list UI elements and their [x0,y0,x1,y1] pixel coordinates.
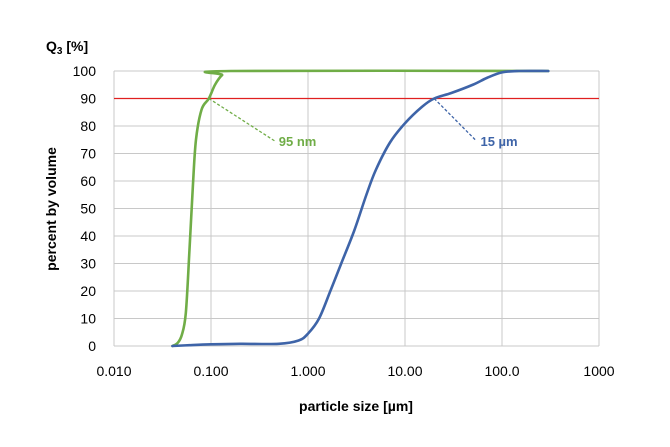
x-tick-label: 0.100 [193,363,228,379]
y-tick-label: 60 [80,173,96,189]
y-axis-unit-label: Q3 [%] [46,38,88,57]
y-tick-label: 40 [80,228,96,244]
series-layer [171,69,550,348]
y-axis-title: percent by volume [43,147,59,271]
tick-labels: 0 10 20 30 40 50 60 70 80 90 100 0.010 0.100 1.000 10.… [73,63,615,379]
series-line-1 [171,69,550,348]
y-tick-label: 90 [80,91,96,107]
y-unit-rest: [%] [62,38,88,54]
y-tick-label: 80 [80,118,96,134]
x-axis-title: particle size [µm] [299,398,413,414]
y-tick-label: 20 [80,283,96,299]
annotation-label-2: 15 µm [480,134,517,149]
grid [113,70,600,347]
x-tick-label: 100.0 [484,363,519,379]
x-tick-label: 0.010 [96,363,131,379]
annotation-layer: 95 nm 15 µm [208,97,518,149]
y-tick-label: 30 [80,256,96,272]
annotation-leader-2 [433,98,477,142]
y-tick-label: 0 [88,338,96,354]
annotation-leader-1 [208,97,276,142]
y-tick-label: 10 [80,311,96,327]
x-tick-label: 1000 [583,363,614,379]
x-tick-label: 1.000 [290,363,325,379]
y-unit-main: Q [46,38,57,54]
x-tick-label: 10.00 [387,363,422,379]
y-unit-sub: 3 [57,46,63,57]
series-line-2 [171,69,550,348]
y-tick-label: 100 [73,63,97,79]
y-tick-label: 50 [80,201,96,217]
y-tick-label: 70 [80,146,96,162]
annotation-label-1: 95 nm [279,134,317,149]
